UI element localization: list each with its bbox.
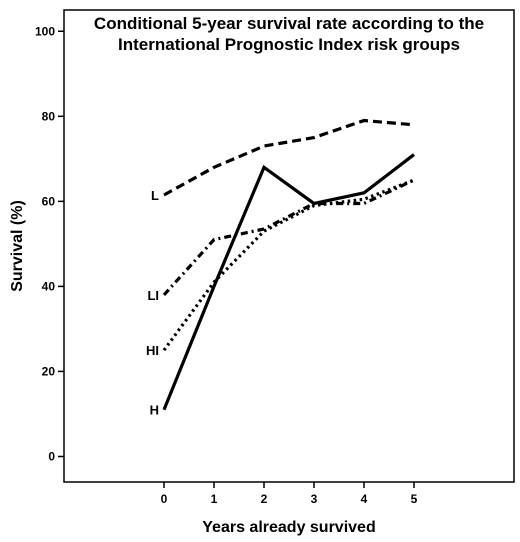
y-tick-label: 100 bbox=[35, 24, 55, 38]
y-tick-label: 60 bbox=[42, 194, 56, 208]
series-labels: L LI HI H bbox=[146, 188, 159, 418]
chart-title-line-1: Conditional 5-year survival rate accordi… bbox=[94, 14, 484, 33]
y-tick-label: 40 bbox=[42, 279, 56, 293]
series-line-h bbox=[162, 153, 415, 411]
chart-title-line-2: International Prognostic Index risk grou… bbox=[118, 35, 460, 54]
x-tick-label: 4 bbox=[361, 492, 368, 506]
x-tick-label: 2 bbox=[261, 492, 268, 506]
x-tick-label: 1 bbox=[211, 492, 218, 506]
series-label-li: LI bbox=[147, 288, 159, 303]
plot-frame bbox=[63, 9, 515, 483]
x-tick-label: 0 bbox=[161, 492, 168, 506]
series-line-l bbox=[163, 118, 415, 197]
series-line-li bbox=[162, 178, 415, 296]
series-label-hi: HI bbox=[146, 343, 159, 358]
y-tick-label: 20 bbox=[42, 364, 56, 378]
series-label-h: H bbox=[150, 403, 159, 418]
x-axis-ticks: 0 1 2 3 4 5 bbox=[161, 482, 418, 506]
series-label-l: L bbox=[151, 188, 159, 203]
x-tick-label: 3 bbox=[311, 492, 318, 506]
y-axis-label: Survival (%) bbox=[9, 200, 26, 292]
series-lines bbox=[162, 118, 415, 411]
y-axis-ticks: 0 20 40 60 80 100 bbox=[35, 24, 64, 463]
x-axis-label: Years already survived bbox=[202, 519, 375, 536]
y-tick-label: 80 bbox=[42, 109, 56, 123]
series-line-hi bbox=[162, 178, 415, 352]
y-tick-label: 0 bbox=[48, 449, 55, 463]
x-tick-label: 5 bbox=[411, 492, 418, 506]
